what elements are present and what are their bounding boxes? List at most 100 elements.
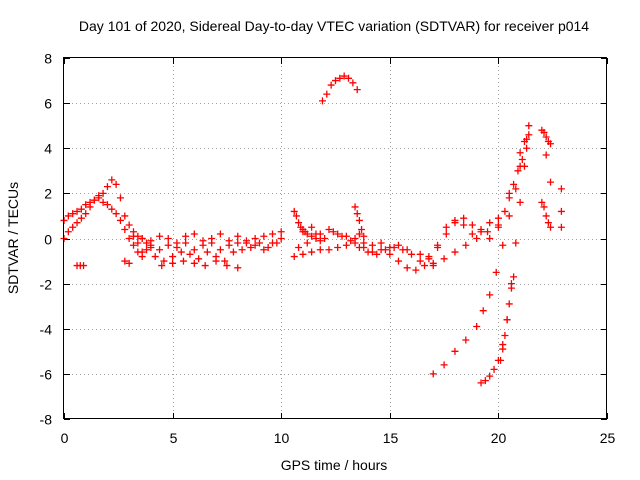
data-point <box>242 237 250 245</box>
data-point <box>64 212 72 220</box>
series-arc-18 <box>429 135 531 270</box>
data-point <box>303 239 311 247</box>
data-point <box>264 244 272 252</box>
data-point <box>269 230 277 238</box>
data-point <box>251 241 259 249</box>
data-point <box>308 248 316 256</box>
data-point <box>494 221 502 229</box>
data-point <box>408 250 416 258</box>
data-point <box>514 167 522 175</box>
data-point <box>416 250 424 258</box>
series-arc-24 <box>538 198 555 231</box>
data-point <box>381 246 389 254</box>
data-point <box>557 223 565 231</box>
data-point <box>497 356 505 364</box>
series-arc-3 <box>73 262 88 270</box>
data-point <box>64 228 72 236</box>
data-point <box>505 300 513 308</box>
data-point <box>234 239 242 247</box>
data-point <box>486 219 494 227</box>
data-point <box>425 255 433 263</box>
data-point <box>173 244 181 252</box>
data-point <box>360 239 368 247</box>
data-point <box>486 291 494 299</box>
data-point <box>492 268 500 276</box>
data-point <box>440 255 448 263</box>
data-point <box>442 230 450 238</box>
data-point <box>108 176 116 184</box>
data-point <box>355 230 363 238</box>
data-point <box>507 284 515 292</box>
data-point <box>421 262 429 270</box>
data-point <box>321 235 329 242</box>
data-point <box>540 203 548 211</box>
data-point <box>125 259 133 267</box>
data-point <box>473 235 481 242</box>
data-point <box>360 232 368 240</box>
data-point <box>299 228 307 236</box>
data-point <box>203 248 211 256</box>
data-point <box>429 370 437 378</box>
y-tick-label: 4 <box>44 141 52 157</box>
data-point <box>190 259 198 267</box>
data-point <box>95 194 103 202</box>
data-point <box>130 241 138 249</box>
data-point <box>201 262 209 270</box>
data-point <box>468 230 476 238</box>
series-arc-20 <box>477 131 533 387</box>
data-point <box>479 307 487 315</box>
data-point <box>316 237 324 245</box>
data-point <box>177 248 185 256</box>
data-point <box>499 241 507 249</box>
data-point <box>260 232 268 240</box>
data-point <box>295 219 303 227</box>
data-point <box>510 180 518 188</box>
data-point <box>238 246 246 254</box>
plot-frame <box>63 57 607 419</box>
data-point <box>169 253 177 261</box>
data-point <box>358 225 366 233</box>
series-arc-8 <box>158 257 242 272</box>
data-point <box>501 207 509 215</box>
y-tick-label: 0 <box>44 232 52 248</box>
data-point <box>199 241 207 249</box>
y-tick-label: -6 <box>40 367 53 383</box>
data-point <box>512 185 520 193</box>
data-point <box>505 194 513 202</box>
series-arc-16 <box>355 214 502 261</box>
data-point <box>525 122 533 130</box>
data-point <box>351 235 359 242</box>
data-point <box>486 235 494 242</box>
data-point <box>130 232 138 240</box>
data-point <box>542 133 550 141</box>
grid <box>64 58 608 420</box>
y-tick-label: -4 <box>40 322 53 338</box>
data-point <box>318 97 326 105</box>
data-point <box>557 185 565 193</box>
data-point <box>121 212 129 220</box>
data-point <box>255 239 263 247</box>
data-point <box>557 207 565 215</box>
y-axis-label: SDTVAR / TECUs <box>5 182 21 294</box>
data-point <box>147 237 155 245</box>
chart-title: Day 101 of 2020, Sidereal Day-to-day VTE… <box>79 18 589 34</box>
data-point <box>292 212 300 220</box>
data-point <box>182 239 190 247</box>
data-point <box>325 246 333 254</box>
data-points <box>60 72 565 387</box>
data-point <box>542 151 550 159</box>
series-arc-2 <box>60 194 146 261</box>
y-axis-tick-labels: -8 -6 -4 -2 0 2 4 6 8 <box>40 51 53 428</box>
data-point <box>212 257 220 265</box>
data-point <box>353 86 361 94</box>
data-point <box>82 201 90 209</box>
data-point <box>179 257 187 265</box>
data-point <box>547 223 555 231</box>
x-axis-tick-labels: 0 5 10 15 20 25 <box>61 430 616 446</box>
data-point <box>538 198 546 206</box>
x-tick-label: 10 <box>274 430 290 446</box>
series-arc-7 <box>138 237 277 256</box>
data-point <box>225 241 233 249</box>
data-point <box>364 248 372 256</box>
data-point <box>158 262 166 270</box>
